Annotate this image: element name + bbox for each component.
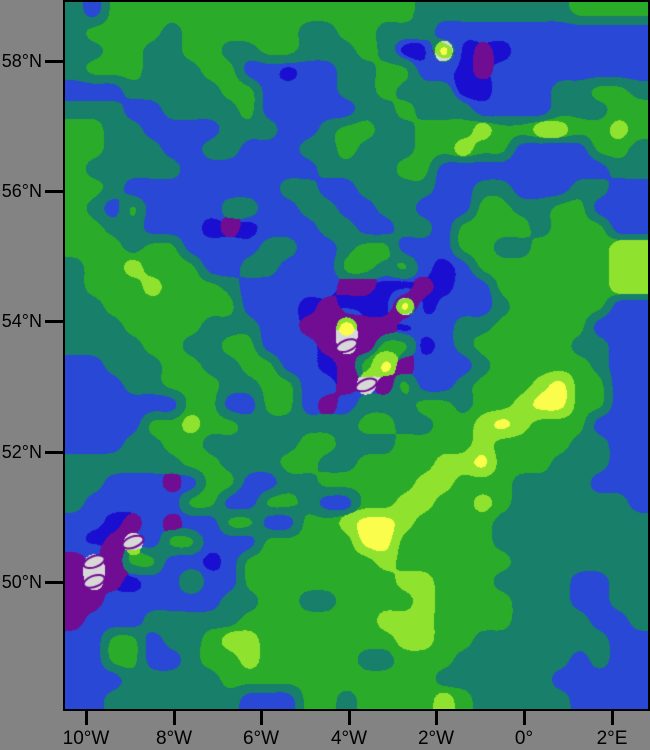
y-tick — [45, 450, 63, 454]
x-tick — [172, 711, 176, 725]
x-tick-label: 2°E — [596, 728, 628, 749]
y-tick-label: 56°N — [1, 181, 42, 201]
y-tick — [45, 189, 63, 193]
y-tick-label: 58°N — [1, 51, 42, 71]
y-tick-label: 52°N — [1, 442, 42, 462]
x-tick — [259, 711, 263, 725]
y-tick-label: 54°N — [1, 311, 42, 331]
x-tick — [347, 711, 351, 725]
x-tick-label: 2°W — [417, 728, 455, 749]
x-tick-label: 8°W — [155, 728, 193, 749]
y-tick-label: 50°N — [1, 572, 42, 592]
x-tick-label: 4°W — [330, 728, 368, 749]
x-tick-label: 10°W — [62, 728, 110, 749]
plot-area — [63, 0, 650, 711]
y-tick — [45, 580, 63, 584]
x-tick — [522, 711, 526, 725]
x-tick — [610, 711, 614, 725]
x-tick — [84, 711, 88, 725]
x-tick-label: 0° — [514, 728, 534, 749]
x-tick — [434, 711, 438, 725]
contour-field — [65, 2, 648, 709]
y-tick — [45, 59, 63, 63]
y-tick — [45, 319, 63, 323]
x-tick-label: 6°W — [242, 728, 280, 749]
